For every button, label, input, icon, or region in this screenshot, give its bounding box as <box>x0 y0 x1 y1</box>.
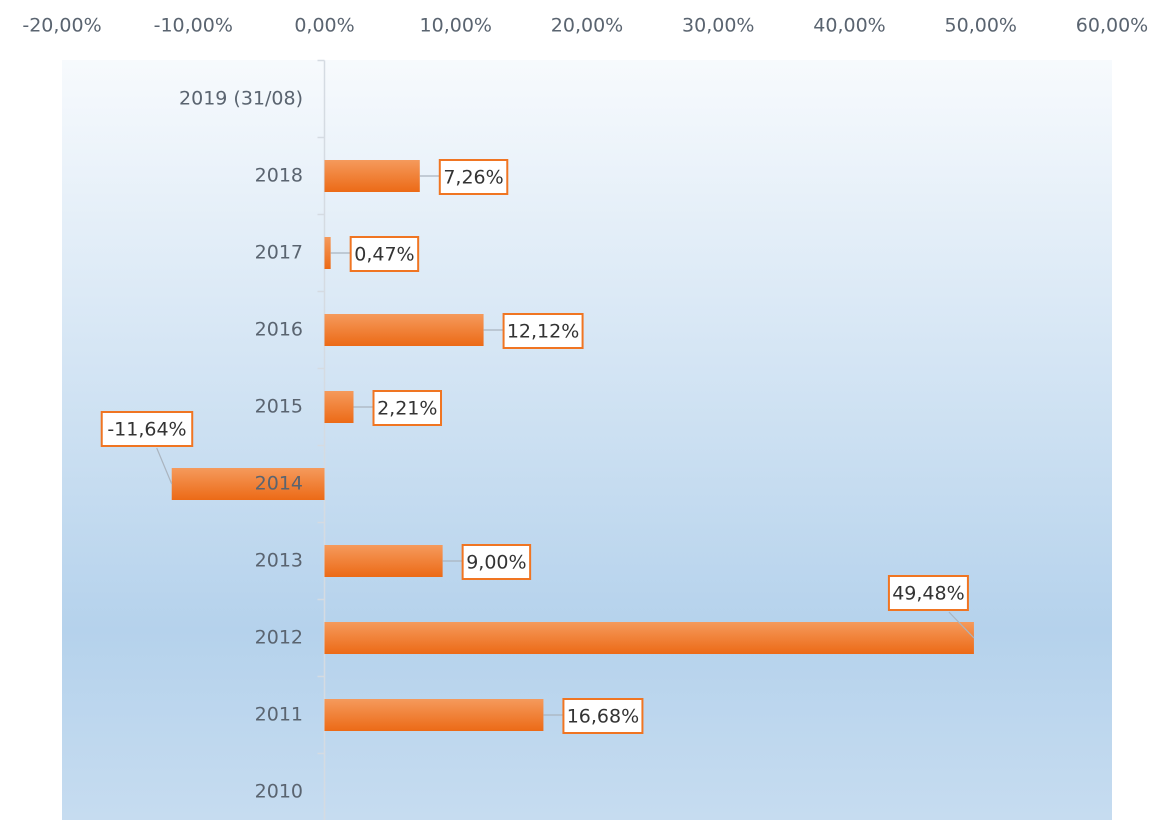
data-label: 9,00% <box>466 552 526 574</box>
bar <box>324 545 443 577</box>
leader-line <box>948 611 975 639</box>
y-tick-label: 2012 <box>255 627 303 649</box>
y-tick-label: 2010 <box>255 781 303 803</box>
data-label-box <box>372 390 443 426</box>
y-tick-label: 2016 <box>255 319 303 341</box>
x-tick-label: 20,00% <box>551 15 623 37</box>
plot-background <box>62 60 1112 820</box>
data-label-box <box>438 159 509 195</box>
y-tick-label: 2018 <box>255 165 303 187</box>
x-tick-label: 60,00% <box>1076 15 1148 37</box>
bar <box>324 699 544 731</box>
data-label: 49,48% <box>892 583 964 605</box>
x-tick-label: 30,00% <box>682 15 754 37</box>
y-tick-label: 2013 <box>255 550 303 572</box>
data-label: 2,21% <box>377 398 437 420</box>
bar <box>324 237 331 269</box>
bar <box>324 160 420 192</box>
data-label-box <box>502 313 584 349</box>
data-label: -11,64% <box>107 419 186 441</box>
x-tick-label: 0,00% <box>294 15 354 37</box>
data-label: 16,68% <box>567 706 639 728</box>
x-tick-label: -20,00% <box>22 15 101 37</box>
data-label-box <box>887 575 969 611</box>
bar <box>171 468 325 500</box>
data-label-box <box>349 236 420 272</box>
x-tick-label: 50,00% <box>945 15 1017 37</box>
x-tick-label: 40,00% <box>813 15 885 37</box>
y-tick-label: 2019 (31/08) <box>179 88 303 110</box>
y-tick-label: 2015 <box>255 396 303 418</box>
data-label-box <box>461 544 532 580</box>
x-tick-label: 10,00% <box>420 15 492 37</box>
bar <box>324 391 354 423</box>
data-label-box <box>562 698 644 734</box>
x-tick-label: -10,00% <box>154 15 233 37</box>
bar <box>324 622 974 654</box>
leader-line <box>156 447 173 485</box>
data-label: 0,47% <box>354 244 414 266</box>
y-tick-label: 2017 <box>255 242 303 264</box>
y-tick-label: 2014 <box>255 473 303 495</box>
data-label-box <box>100 411 194 447</box>
bar <box>324 314 484 346</box>
y-tick-label: 2011 <box>255 704 303 726</box>
data-label: 7,26% <box>443 167 503 189</box>
data-label: 12,12% <box>507 321 579 343</box>
